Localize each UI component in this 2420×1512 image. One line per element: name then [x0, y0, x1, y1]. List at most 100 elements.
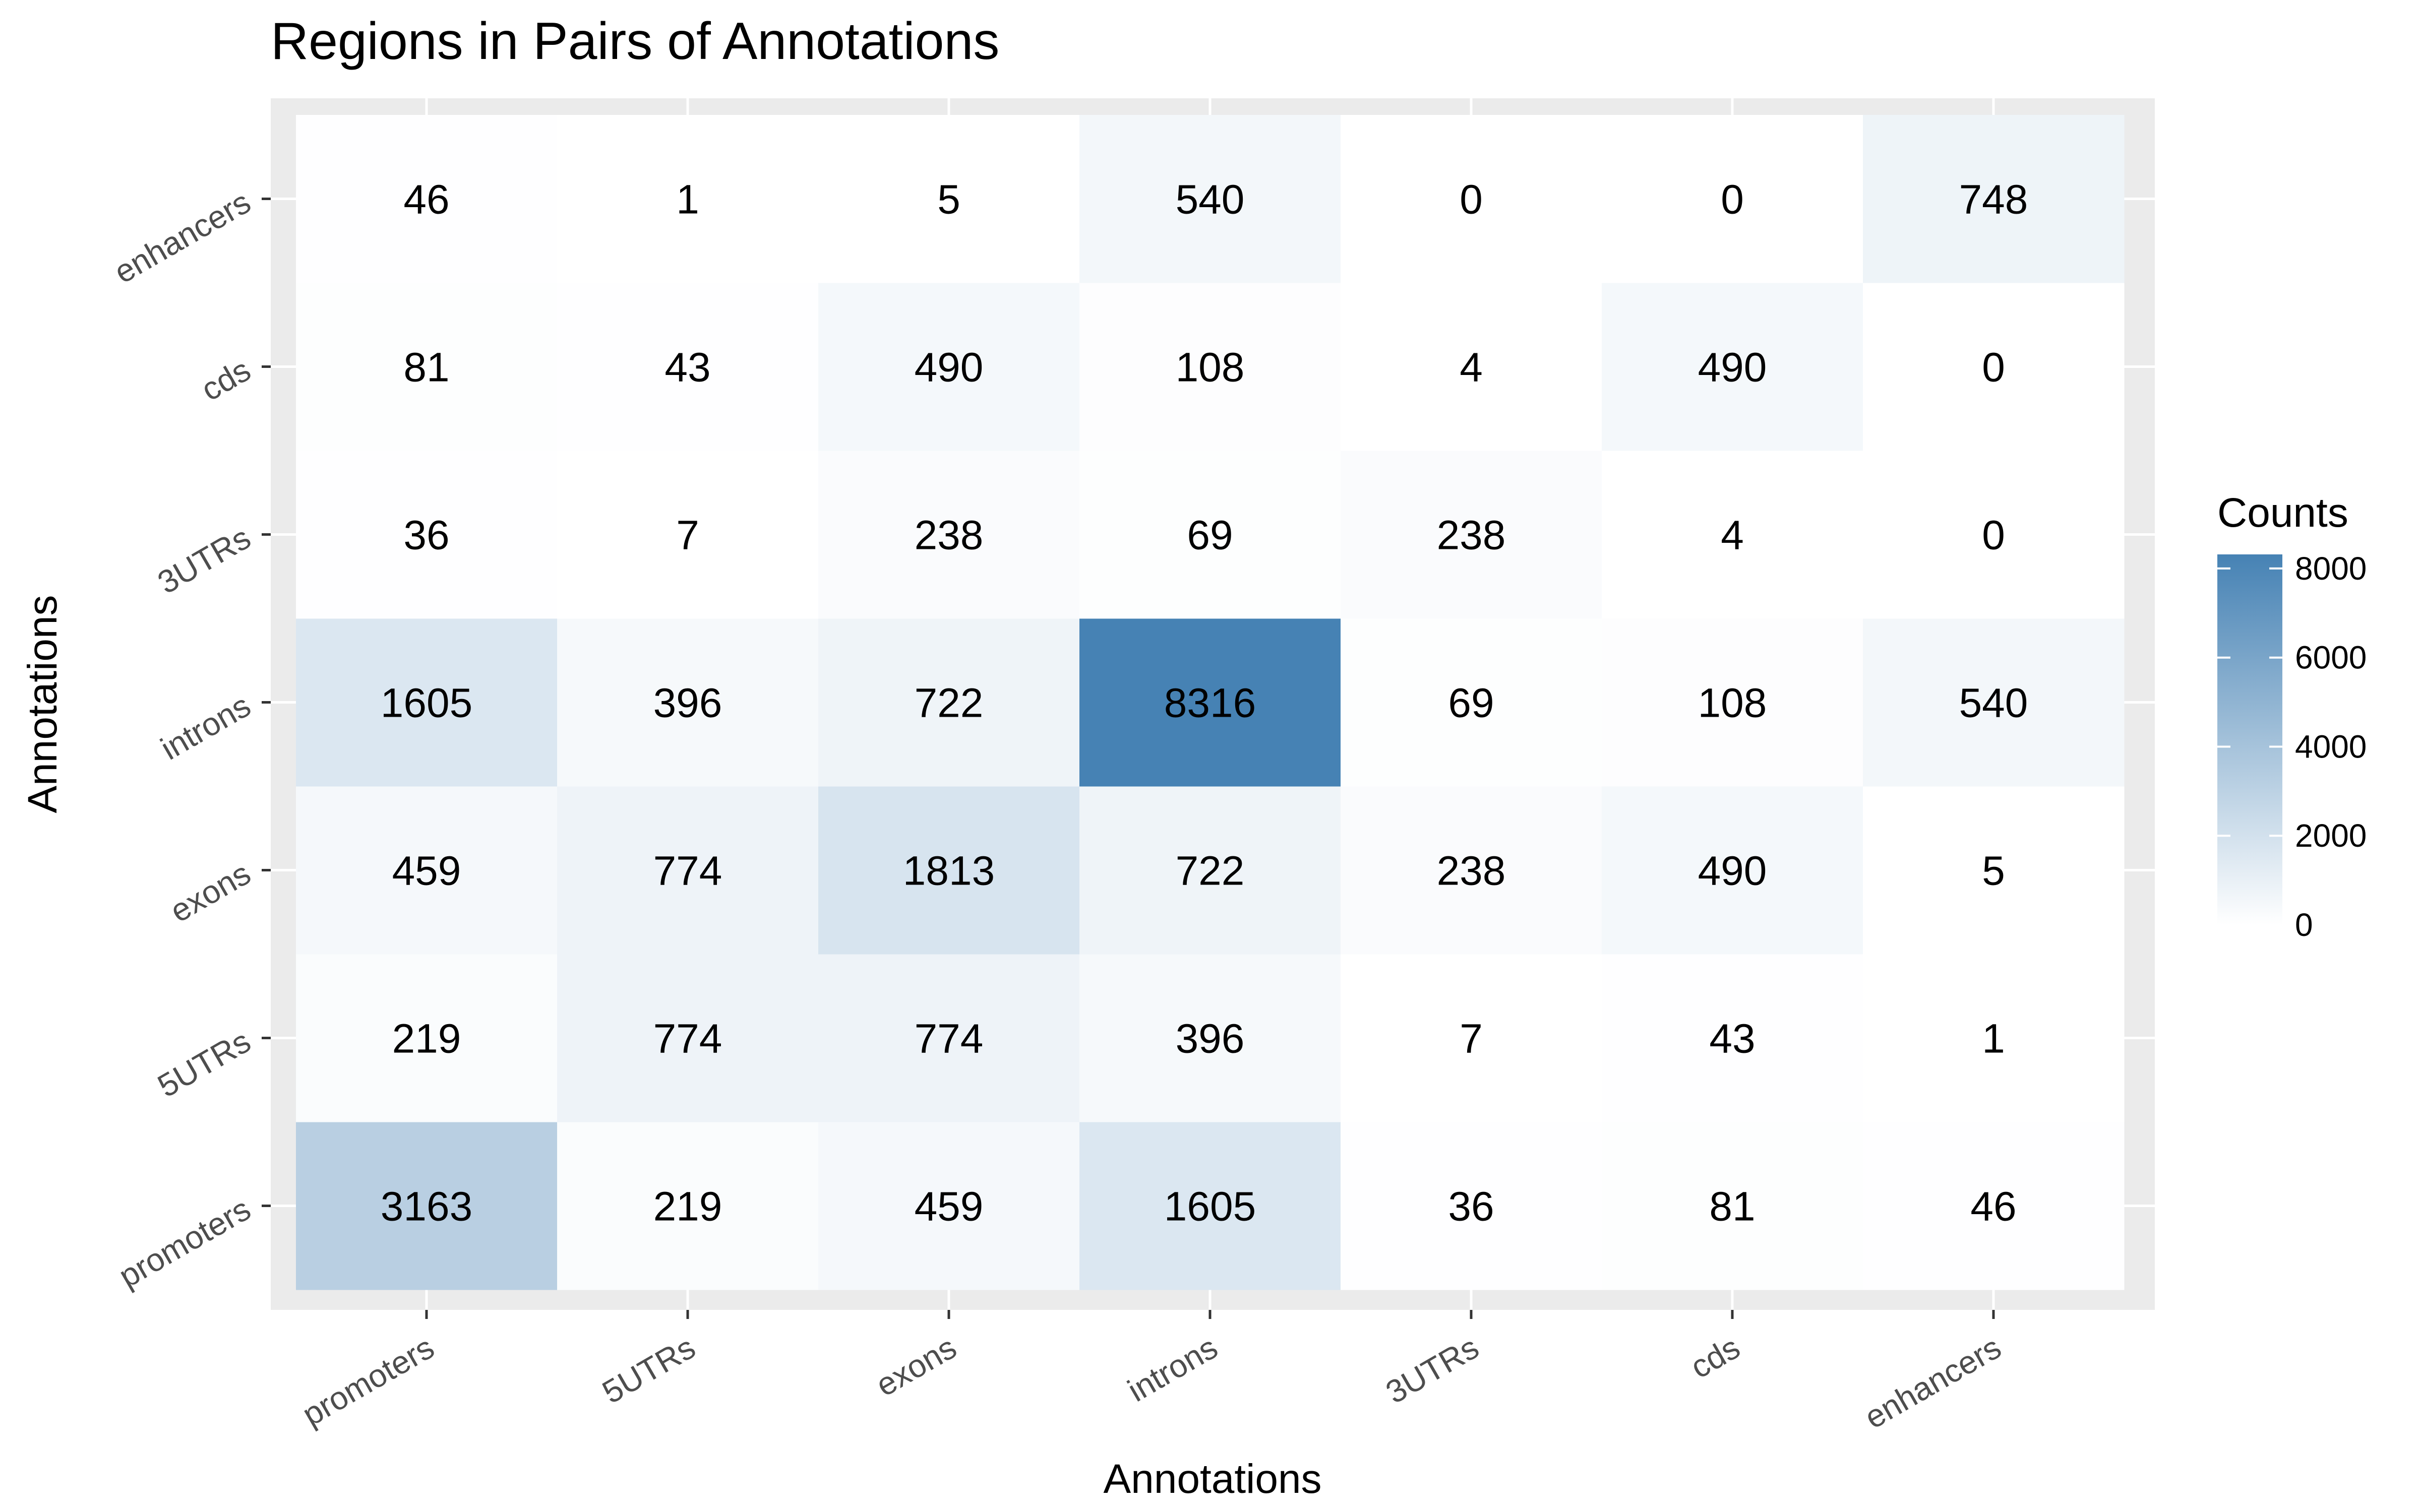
cell-value-label: 0 [1460, 177, 1483, 223]
heatmap-cell [296, 618, 558, 787]
heatmap-cell [296, 1122, 558, 1290]
heatmap-cell [1602, 618, 1863, 787]
cell-value-label: 459 [915, 1184, 984, 1230]
cell-value-labels: 3163 219 459 1605 36 81 46 219 774 774 396 7 43 1 459 7… [381, 177, 2028, 1230]
heatmap-cell [1341, 451, 1602, 619]
heatmap-cell [557, 1122, 819, 1290]
legend-color-bar [2217, 554, 2282, 925]
cell-value-label: 490 [1698, 848, 1767, 894]
cell-value-label: 5 [1982, 848, 2005, 894]
heatmap-cell [1602, 283, 1863, 451]
cell-value-label: 7 [1460, 1016, 1483, 1062]
cell-value-label: 43 [1709, 1016, 1755, 1062]
heatmap-cell [557, 618, 819, 787]
heatmap-cell [1341, 115, 1602, 283]
cell-value-label: 490 [1698, 345, 1767, 391]
heatmap-cell [1079, 786, 1341, 955]
y-tick-label: 3UTRs [152, 519, 257, 601]
cell-value-label: 774 [915, 1016, 984, 1062]
legend-tick-label: 2000 [2295, 817, 2367, 854]
cell-value-label: 748 [1959, 177, 2028, 223]
cell-value-label: 4 [1721, 513, 1744, 558]
cell-value-label: 108 [1176, 345, 1245, 391]
cell-value-label: 43 [664, 345, 710, 391]
heatmap-cell [1341, 283, 1602, 451]
heatmap-cell [557, 451, 819, 619]
cell-value-label: 1813 [903, 848, 995, 894]
cell-value-label: 1 [676, 177, 699, 223]
cell-value-label: 5 [937, 177, 960, 223]
cell-value-label: 36 [403, 513, 449, 558]
legend-title: Counts [2217, 490, 2348, 536]
x-axis-title: Annotations [1103, 1456, 1321, 1502]
legend-tick-label: 4000 [2295, 728, 2367, 765]
heatmap-cell [1602, 1122, 1863, 1290]
heatmap-cell [1602, 115, 1863, 283]
heatmap-cell [1602, 786, 1863, 955]
heatmap-cell [1602, 451, 1863, 619]
cell-value-label: 8316 [1164, 680, 1256, 726]
heatmap-cell [818, 115, 1080, 283]
cell-value-label: 4 [1460, 345, 1483, 391]
x-tick-label: introns [1122, 1329, 1224, 1409]
heatmap-cell [557, 283, 819, 451]
heatmap-cell [818, 451, 1080, 619]
cell-value-label: 108 [1698, 680, 1767, 726]
cell-value-label: 36 [1448, 1184, 1494, 1230]
cell-value-label: 396 [1176, 1016, 1245, 1062]
cell-value-label: 69 [1187, 513, 1233, 558]
cell-value-label: 1 [1982, 1016, 2005, 1062]
heatmap-cell [818, 954, 1080, 1122]
x-tick-label: 3UTRs [1380, 1329, 1485, 1411]
y-tick-label: introns [155, 687, 257, 767]
heatmap-cell [296, 115, 558, 283]
cell-value-label: 490 [915, 345, 984, 391]
heatmap-cell [296, 786, 558, 955]
x-tick-label: exons [870, 1329, 962, 1404]
heatmap-cell [818, 1122, 1080, 1290]
cell-value-label: 81 [1709, 1184, 1755, 1230]
heatmap-cell [818, 618, 1080, 787]
heatmap-cell [1863, 618, 2125, 787]
legend-tick-label: 8000 [2295, 550, 2367, 587]
heatmap-cell [1341, 1122, 1602, 1290]
x-tick-label: enhancers [1858, 1329, 2007, 1436]
legend-tick-label: 6000 [2295, 640, 2367, 676]
chart-title: Regions in Pairs of Annotations [271, 12, 999, 71]
cell-value-label: 46 [403, 177, 449, 223]
cell-value-label: 0 [1721, 177, 1744, 223]
x-tick-label: promoters [296, 1329, 440, 1433]
heatmap-cell [1079, 954, 1341, 1122]
heatmap-cell [1341, 954, 1602, 1122]
cell-value-label: 219 [392, 1016, 461, 1062]
heatmap-cell [818, 786, 1080, 955]
cell-value-label: 0 [1982, 513, 2005, 558]
heatmap-cell [557, 954, 819, 1122]
x-tick-label: 5UTRs [596, 1329, 701, 1411]
cell-value-label: 81 [403, 345, 449, 391]
cell-value-label: 3163 [381, 1184, 472, 1230]
heatmap-cells [296, 115, 2125, 1290]
heatmap-cell [1079, 451, 1341, 619]
y-tick-label: promoters [113, 1190, 257, 1294]
cell-value-label: 219 [653, 1184, 722, 1230]
heatmap-cell [296, 283, 558, 451]
heatmap-cell [1079, 1122, 1341, 1290]
heatmap-cell [818, 283, 1080, 451]
cell-value-label: 7 [676, 513, 699, 558]
heatmap-cell [296, 954, 558, 1122]
heatmap-cell [1602, 954, 1863, 1122]
heatmap-cell [296, 451, 558, 619]
cell-value-label: 238 [915, 513, 984, 558]
heatmap-cell [1079, 283, 1341, 451]
cell-value-label: 459 [392, 848, 461, 894]
cell-value-label: 238 [1437, 513, 1506, 558]
cell-value-label: 722 [1176, 848, 1245, 894]
cell-value-label: 774 [653, 848, 722, 894]
cell-value-label: 774 [653, 1016, 722, 1062]
cell-value-label: 540 [1176, 177, 1245, 223]
y-tick-label: 5UTRs [152, 1023, 257, 1104]
heatmap-cell [1863, 954, 2125, 1122]
legend-tick-label: 0 [2295, 907, 2313, 943]
cell-value-label: 722 [915, 680, 984, 726]
